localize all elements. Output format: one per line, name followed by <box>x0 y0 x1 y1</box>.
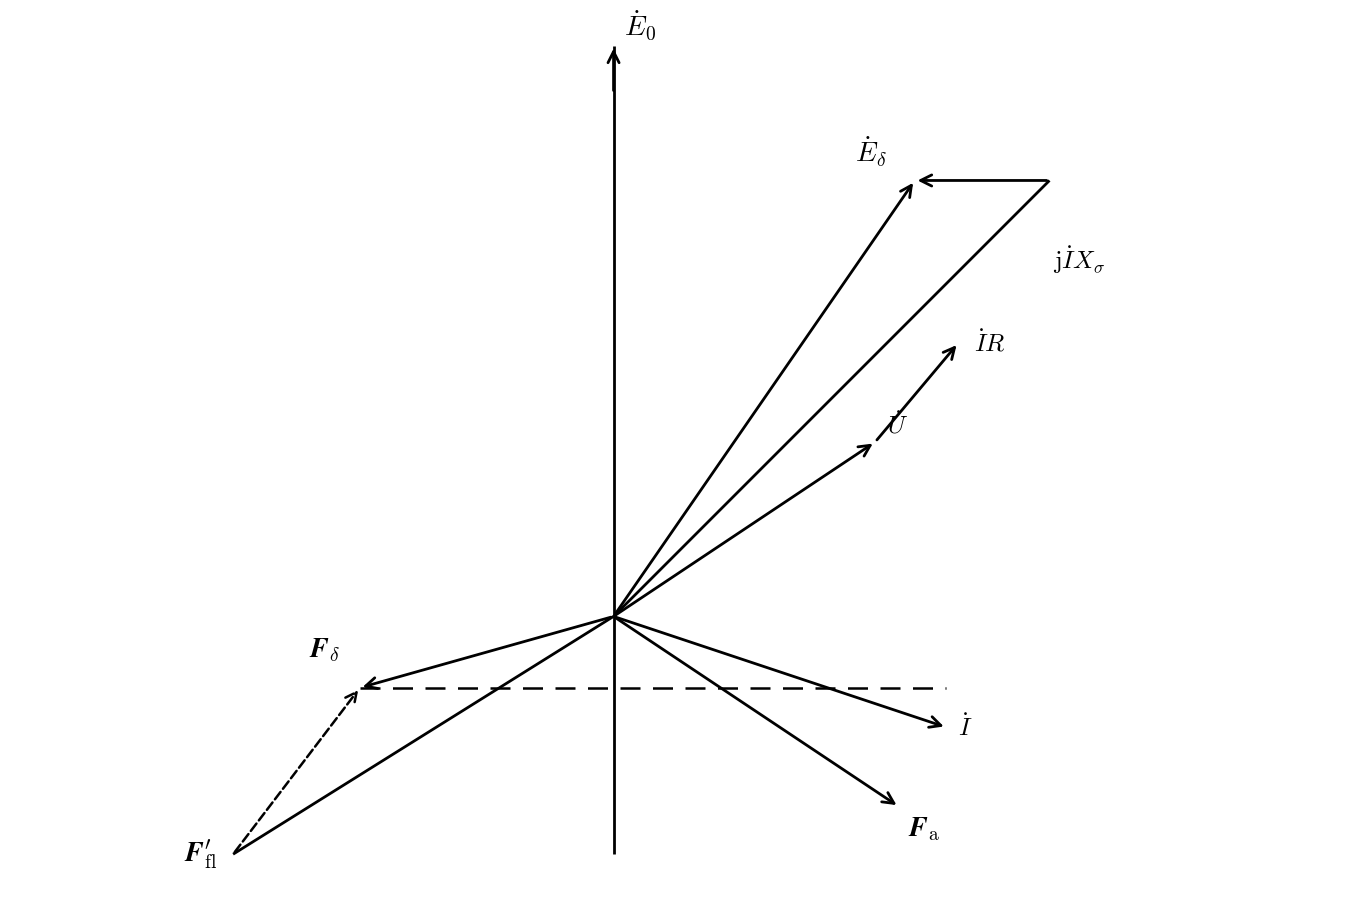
Text: $\mathrm{j}\dot{I}X_{\sigma}$: $\mathrm{j}\dot{I}X_{\sigma}$ <box>1054 243 1106 276</box>
Text: $\boldsymbol{F}_{\delta}$: $\boldsymbol{F}_{\delta}$ <box>310 636 341 664</box>
Text: $\dot{E}_{\delta}$: $\dot{E}_{\delta}$ <box>855 135 887 169</box>
Text: $\boldsymbol{F}_{\mathrm{a}}$: $\boldsymbol{F}_{\mathrm{a}}$ <box>909 814 940 842</box>
Text: $\dot{E}_0$: $\dot{E}_0$ <box>623 8 657 42</box>
Text: $\dot{U}$: $\dot{U}$ <box>887 411 909 438</box>
Text: $\dot{I}R$: $\dot{I}R$ <box>975 330 1005 357</box>
Text: $\boldsymbol{F}_{\mathrm{fl}}^{\prime}$: $\boldsymbol{F}_{\mathrm{fl}}^{\prime}$ <box>184 837 217 871</box>
Text: $\dot{I}$: $\dot{I}$ <box>958 714 973 741</box>
